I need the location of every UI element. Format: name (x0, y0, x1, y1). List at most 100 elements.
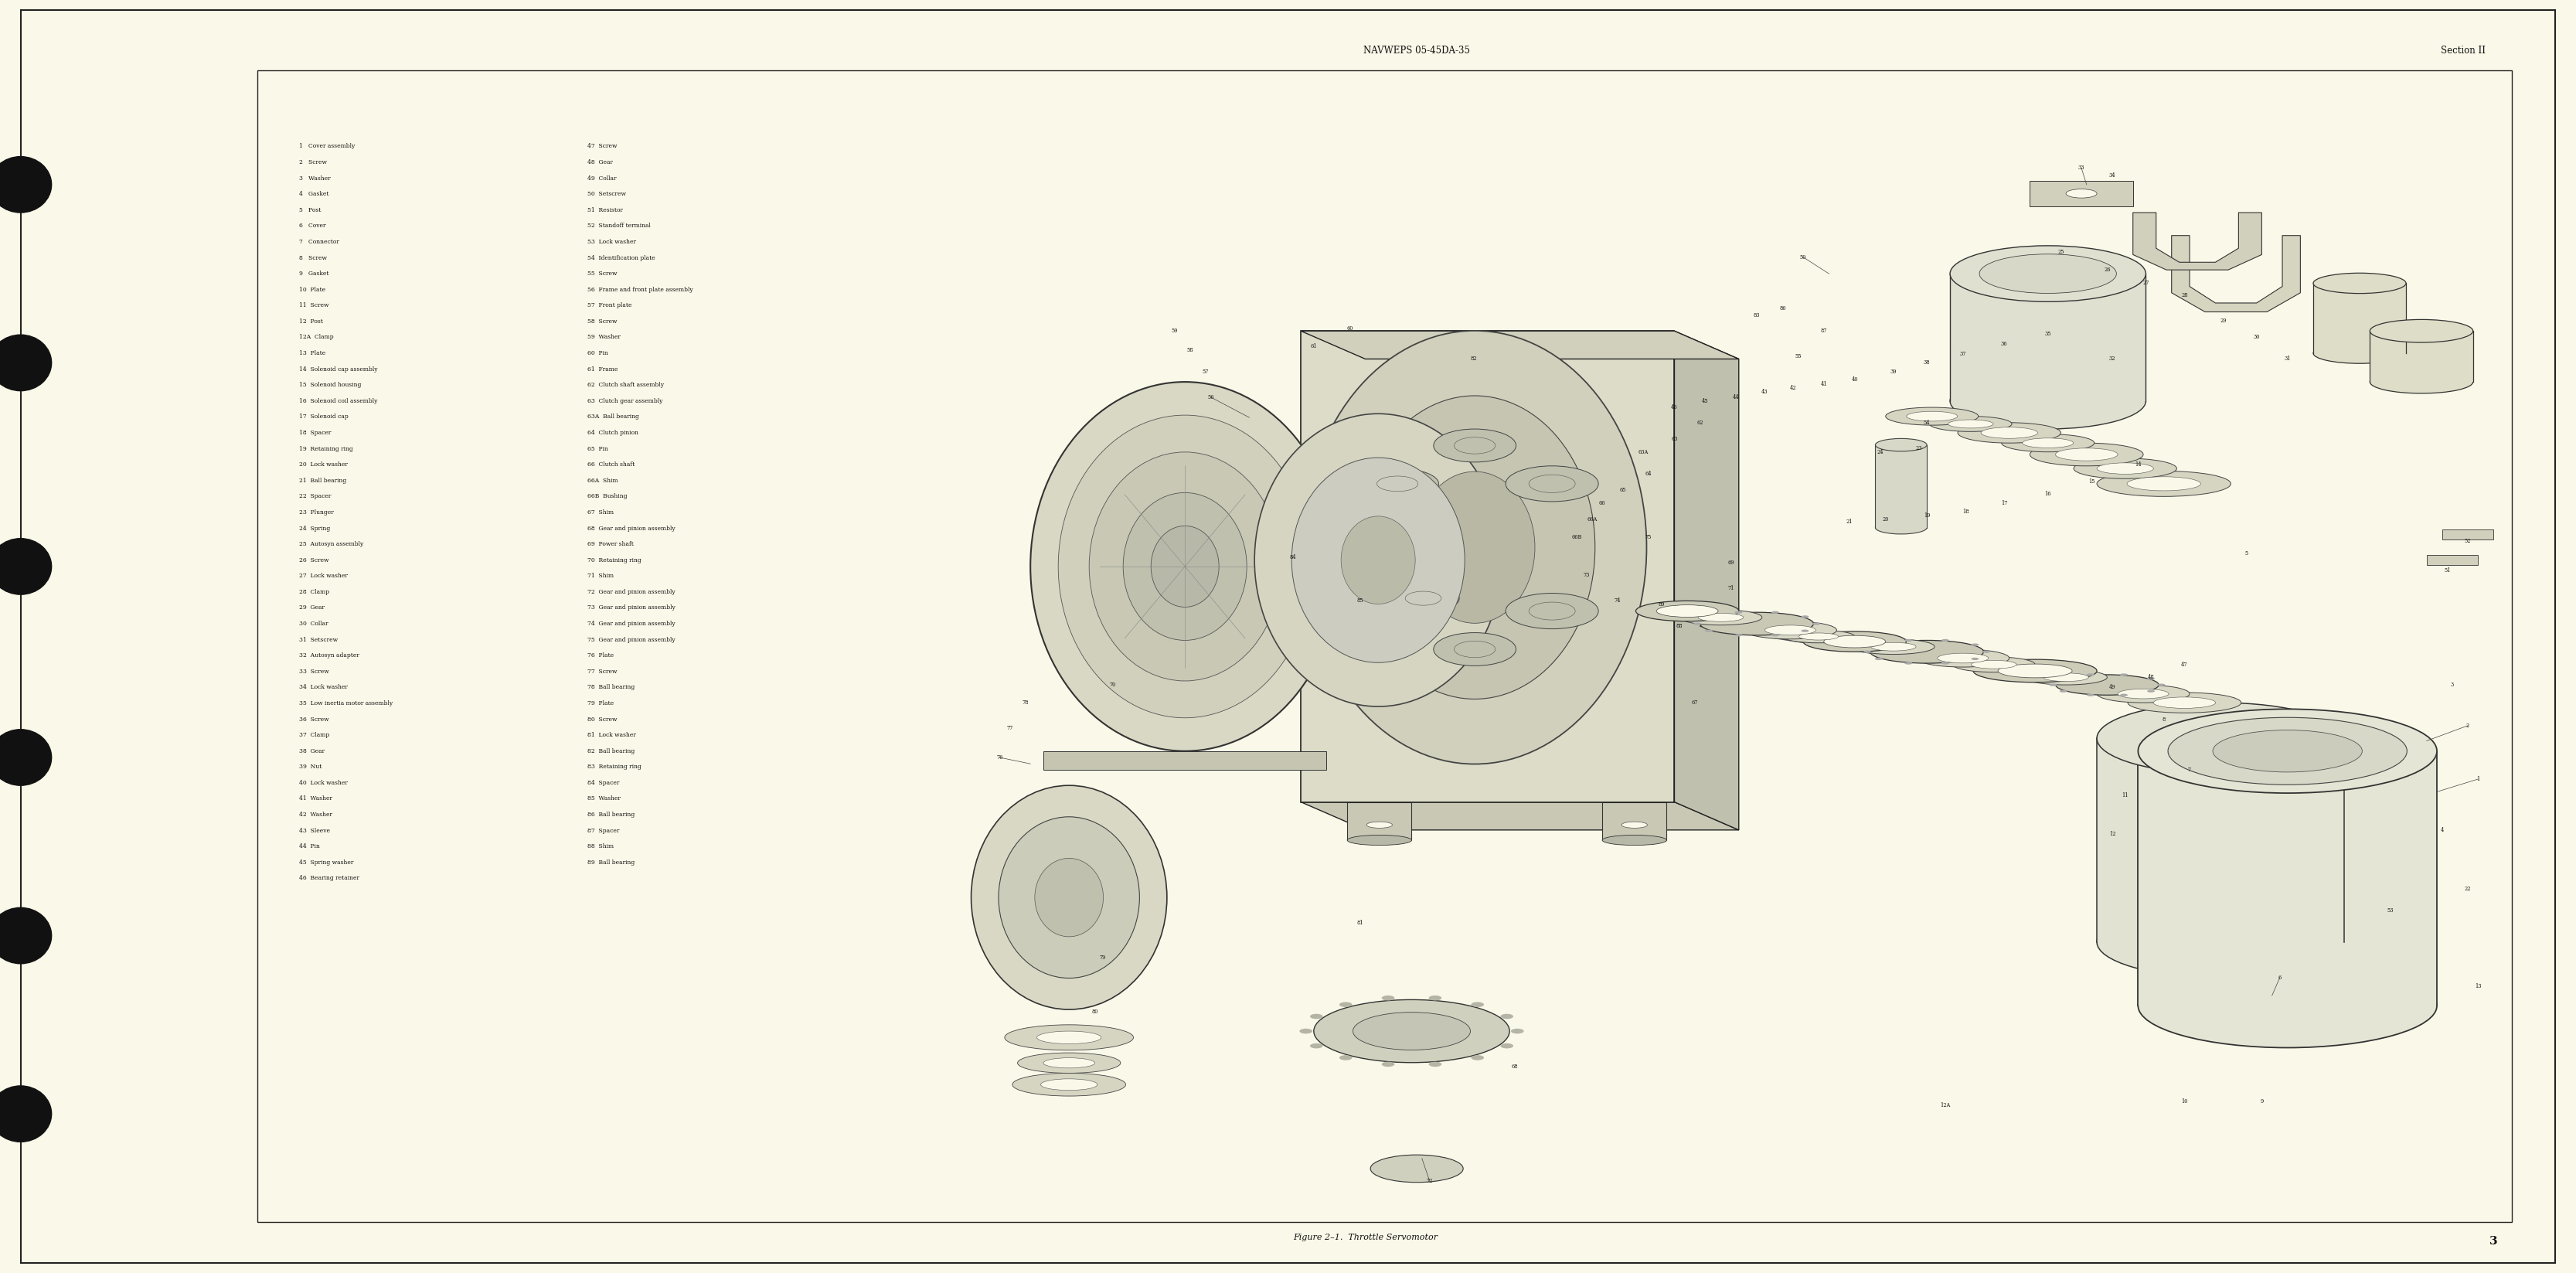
Text: 89: 89 (1659, 602, 1664, 607)
Ellipse shape (1414, 471, 1535, 624)
Ellipse shape (1430, 995, 1443, 1001)
Text: 79: 79 (1100, 955, 1105, 960)
Text: 78  Ball bearing: 78 Ball bearing (587, 685, 634, 690)
Text: 35  Low inertia motor assembly: 35 Low inertia motor assembly (299, 700, 392, 707)
Ellipse shape (2050, 684, 2056, 686)
Text: 4   Gasket: 4 Gasket (299, 191, 330, 197)
Ellipse shape (1123, 493, 1247, 640)
Text: 4: 4 (2439, 827, 2445, 833)
Ellipse shape (1471, 1055, 1484, 1060)
Text: 74  Gear and pinion assembly: 74 Gear and pinion assembly (587, 621, 675, 626)
Ellipse shape (1870, 643, 1917, 651)
Polygon shape (2172, 236, 2300, 312)
Text: 14: 14 (2136, 462, 2141, 467)
Polygon shape (1301, 331, 1739, 359)
Text: 70  Retaining ring: 70 Retaining ring (587, 558, 641, 563)
Ellipse shape (1347, 835, 1412, 845)
Ellipse shape (1765, 625, 1816, 635)
Text: 24: 24 (1878, 449, 1883, 454)
Ellipse shape (1656, 605, 1718, 617)
Text: 54  Identification plate: 54 Identification plate (587, 255, 654, 261)
Ellipse shape (1030, 382, 1340, 751)
Ellipse shape (1370, 1155, 1463, 1183)
Text: 2: 2 (2465, 723, 2470, 728)
Text: 27: 27 (2143, 280, 2148, 285)
Ellipse shape (1368, 822, 1391, 829)
Text: 23  Plunger: 23 Plunger (299, 509, 332, 516)
Text: 33  Screw: 33 Screw (299, 668, 330, 675)
Ellipse shape (2097, 685, 2190, 703)
Ellipse shape (1499, 1013, 1512, 1018)
Text: 31: 31 (2285, 356, 2290, 362)
Text: 12: 12 (2110, 831, 2115, 836)
Ellipse shape (2154, 698, 2215, 708)
Ellipse shape (1298, 1029, 1311, 1034)
Ellipse shape (1388, 584, 1461, 612)
Text: 21: 21 (1847, 519, 1852, 524)
Text: 77: 77 (1007, 726, 1012, 731)
Text: 58  Screw: 58 Screw (587, 318, 618, 325)
Text: 13: 13 (2476, 984, 2481, 989)
Text: 42: 42 (1790, 386, 1795, 391)
Ellipse shape (0, 335, 52, 391)
Text: 73  Gear and pinion assembly: 73 Gear and pinion assembly (587, 605, 675, 611)
Text: 86  Ball bearing: 86 Ball bearing (587, 812, 634, 817)
Ellipse shape (1381, 995, 1394, 1001)
Text: 62  Clutch shaft assembly: 62 Clutch shaft assembly (587, 382, 665, 388)
Text: 26  Screw: 26 Screw (299, 558, 330, 563)
Text: 25: 25 (2058, 250, 2063, 255)
Ellipse shape (2128, 476, 2200, 490)
Ellipse shape (0, 908, 52, 964)
Text: 57: 57 (1203, 369, 1208, 374)
Ellipse shape (1036, 1031, 1103, 1044)
Ellipse shape (1971, 661, 2017, 668)
Bar (1950, 274, 2146, 401)
Ellipse shape (1705, 630, 1713, 633)
Text: 42  Washer: 42 Washer (299, 812, 332, 817)
Text: 51  Resistor: 51 Resistor (587, 207, 623, 213)
Text: 56: 56 (1208, 395, 1213, 400)
Text: 22  Spacer: 22 Spacer (299, 494, 330, 499)
Text: 7: 7 (2187, 768, 2192, 773)
Ellipse shape (1870, 640, 1984, 663)
Ellipse shape (2056, 675, 2159, 695)
Text: 72  Gear and pinion assembly: 72 Gear and pinion assembly (587, 589, 675, 594)
Text: 7   Connector: 7 Connector (299, 239, 340, 244)
Polygon shape (1674, 331, 1739, 830)
Ellipse shape (0, 157, 52, 213)
Text: 36: 36 (2002, 341, 2007, 346)
Text: 49  Collar: 49 Collar (587, 176, 616, 181)
Text: 66: 66 (1600, 500, 1605, 505)
Ellipse shape (1430, 1062, 1443, 1067)
Ellipse shape (1471, 1002, 1484, 1007)
Ellipse shape (1798, 633, 1839, 640)
Ellipse shape (1947, 420, 1994, 428)
Text: 28: 28 (2182, 293, 2187, 298)
Ellipse shape (1973, 659, 2097, 682)
Text: 78: 78 (1023, 700, 1028, 705)
Ellipse shape (1937, 653, 1989, 663)
Text: 14  Solenoid cap assembly: 14 Solenoid cap assembly (299, 367, 376, 372)
Text: 68: 68 (1512, 1064, 1517, 1069)
Text: 32  Autosyn adapter: 32 Autosyn adapter (299, 653, 358, 658)
Text: 63A  Ball bearing: 63A Ball bearing (587, 414, 639, 420)
Text: 66  Clutch shaft: 66 Clutch shaft (587, 462, 634, 467)
Ellipse shape (2097, 703, 2344, 774)
Ellipse shape (1507, 466, 1600, 502)
Text: 64  Clutch pinion: 64 Clutch pinion (587, 430, 639, 435)
Text: 20  Lock washer: 20 Lock washer (299, 462, 348, 467)
Ellipse shape (2128, 693, 2241, 713)
Ellipse shape (1971, 658, 1978, 661)
Ellipse shape (1059, 415, 1311, 718)
Text: 37: 37 (1960, 351, 1965, 356)
Text: 19  Retaining ring: 19 Retaining ring (299, 446, 353, 452)
Text: 26: 26 (2105, 267, 2110, 272)
Ellipse shape (1942, 662, 1950, 665)
Ellipse shape (1018, 1053, 1121, 1073)
Text: 12A: 12A (1940, 1102, 1950, 1108)
Text: 16  Solenoid coil assembly: 16 Solenoid coil assembly (299, 398, 376, 404)
Text: 63A: 63A (1638, 449, 1649, 454)
Ellipse shape (1340, 1055, 1352, 1060)
Ellipse shape (0, 1086, 52, 1142)
Ellipse shape (1151, 526, 1218, 607)
